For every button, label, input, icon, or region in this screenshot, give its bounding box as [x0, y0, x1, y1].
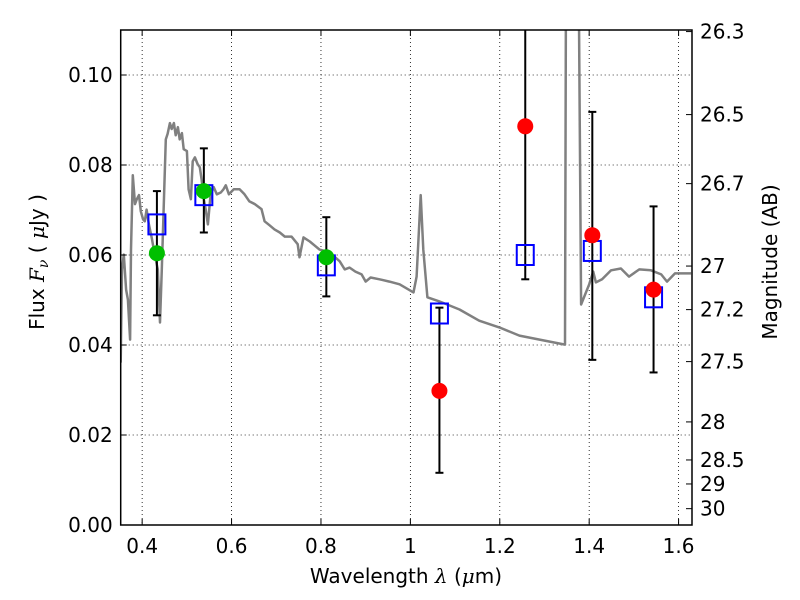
- y-tick-label: 0.02: [68, 423, 113, 447]
- y-axis-label: Flux Fν ( μJy ): [25, 194, 52, 330]
- observed-circle-marker: [584, 227, 601, 244]
- observed-photometry-markers: [148, 118, 662, 399]
- x-tick-label: 1: [404, 534, 417, 558]
- observed-circle-marker: [195, 183, 212, 200]
- x-tick-label: 1.2: [484, 534, 516, 558]
- model-photometry-markers: [147, 184, 664, 325]
- observed-circle-marker: [148, 245, 165, 262]
- y2-tick-label: 26.5: [700, 103, 745, 127]
- y2-tick-label: 26.7: [700, 172, 745, 196]
- model-square-marker: [429, 302, 449, 325]
- y2-tick-label: 26.3: [700, 20, 745, 44]
- model-square-marker: [515, 244, 535, 266]
- x-tick-label: 1.6: [663, 534, 695, 558]
- y-tick-label: 0.06: [68, 243, 113, 267]
- y2-tick-label: 27.5: [700, 350, 745, 374]
- model-square-marker: [147, 213, 167, 236]
- y2-tick-label: 28.5: [700, 448, 745, 472]
- y2-tick-label: 28: [700, 410, 725, 434]
- plot-area: [120, 30, 692, 474]
- observed-circle-marker: [645, 281, 662, 298]
- x-axis-ticks: 0.4 0.6 0.8 1 1.2 1.4 1.6: [126, 30, 694, 558]
- y2-tick-label: 29: [700, 472, 725, 496]
- axes-frame: [119, 29, 693, 526]
- x-axis-label: Wavelength λ (μm): [310, 564, 502, 588]
- y2-tick-label: 27: [700, 254, 725, 278]
- observed-circle-marker: [517, 118, 534, 135]
- y-axis-ticks: 0.00 0.02 0.04 0.06 0.08 0.10: [68, 63, 127, 537]
- y-tick-label: 0.10: [68, 63, 113, 87]
- error-bars: [152, 30, 658, 474]
- x-tick-label: 0.4: [126, 534, 158, 558]
- y-tick-label: 0.04: [68, 333, 113, 357]
- observed-circle-marker: [318, 249, 335, 266]
- observed-circle-marker: [431, 382, 448, 399]
- grid-lines: [120, 30, 692, 525]
- y2-tick-label: 27.2: [700, 298, 745, 322]
- x-tick-label: 1.4: [573, 534, 605, 558]
- y2-axis-label: Magnitude (AB): [758, 184, 782, 339]
- y-tick-label: 0.00: [68, 513, 113, 537]
- y-tick-label: 0.08: [68, 153, 113, 177]
- x-tick-label: 0.8: [305, 534, 337, 558]
- y2-tick-label: 30: [700, 497, 725, 521]
- x-tick-label: 0.6: [216, 534, 248, 558]
